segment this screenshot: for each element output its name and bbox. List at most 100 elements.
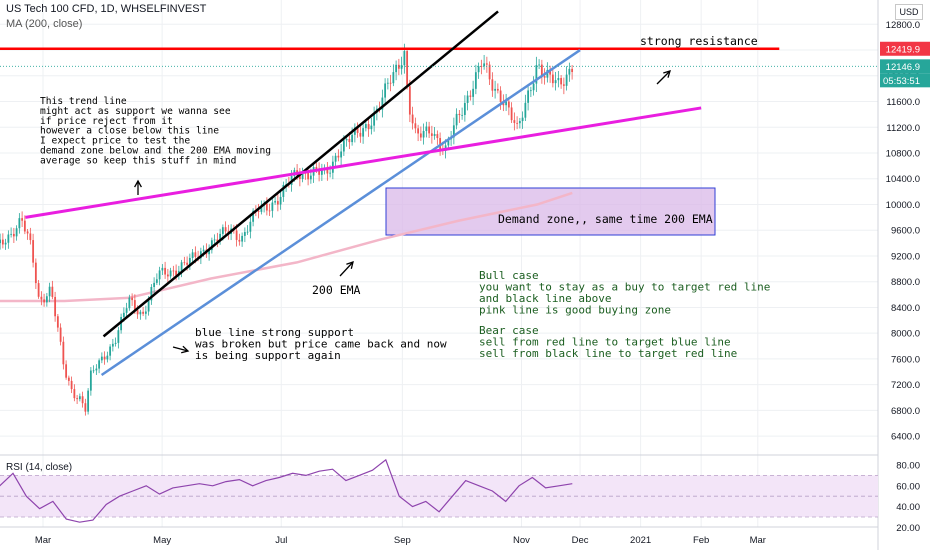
candle-body: [34, 262, 37, 284]
candle-body: [560, 78, 563, 85]
ema-label: 200 EMA: [312, 283, 361, 297]
candle-body: [1, 239, 4, 245]
candle-body: [373, 112, 376, 126]
candle-body: [73, 389, 76, 399]
candle-body: [188, 257, 191, 265]
time-tick-label: Jul: [275, 535, 287, 546]
candle-body: [403, 51, 406, 66]
candle-body: [307, 173, 310, 180]
candle-body: [395, 64, 398, 73]
candle-body: [414, 123, 417, 129]
candle-body: [447, 139, 450, 146]
candle-body: [180, 262, 183, 271]
candle-body: [191, 252, 194, 258]
price-marker-label: 12146.9: [886, 62, 920, 73]
candle-body: [40, 296, 43, 300]
candle-body: [557, 78, 560, 81]
candle-body: [320, 170, 323, 175]
candle-body: [0, 239, 2, 244]
price-marker-box: [880, 41, 930, 56]
candle-body: [103, 356, 106, 360]
candle-body: [466, 95, 469, 103]
candle-body: [51, 286, 54, 297]
bull-case-line: Bull case: [479, 269, 539, 282]
candle-body: [406, 51, 409, 87]
candle-body: [425, 126, 428, 131]
candle-body: [59, 327, 62, 342]
candle-body: [136, 310, 139, 315]
candle-body: [216, 239, 219, 242]
candle-body: [169, 270, 172, 277]
candle-body: [392, 72, 395, 84]
price-tick-label: 12800.0: [886, 20, 920, 31]
price-marker-box: [880, 73, 930, 88]
candle-body: [257, 210, 260, 212]
time-tick-label: Mar: [750, 535, 766, 546]
candle-body: [106, 355, 109, 360]
candle-body: [224, 227, 227, 232]
candle-body: [529, 90, 532, 92]
price-marker-label: 05:53:51: [883, 76, 920, 87]
blue-note-arrow-shaft: [172, 346, 189, 352]
candle-body: [142, 311, 145, 314]
candle-body: [400, 65, 403, 69]
price-tick-label: 6400.0: [891, 432, 920, 443]
candle-body: [271, 202, 274, 211]
candle-body: [155, 279, 158, 283]
up-right-arrow-head: [663, 70, 671, 78]
candle-body: [241, 235, 244, 242]
candle-body: [516, 122, 519, 124]
candle-body: [186, 262, 189, 265]
bull-case-line: you want to stay as a buy to target red …: [479, 281, 770, 294]
candle-body: [139, 311, 142, 315]
price-marker-label: 12419.9: [886, 44, 920, 55]
candle-body: [56, 316, 59, 328]
candle-body: [370, 125, 373, 130]
candle-body: [518, 121, 521, 124]
price-tick-label: 10800.0: [886, 149, 920, 160]
currency-button[interactable]: USD: [895, 4, 923, 20]
candle-body: [221, 227, 224, 234]
candle-body: [70, 380, 73, 390]
candle-body: [208, 250, 211, 255]
candle-body: [117, 330, 120, 343]
candle-body: [408, 86, 411, 115]
candle-body: [546, 69, 549, 78]
candle-body: [213, 239, 216, 241]
candle-body: [210, 240, 213, 251]
time-tick-label: Feb: [693, 535, 709, 546]
candle-body: [554, 80, 557, 84]
candle-body: [411, 114, 414, 124]
candle-body: [386, 82, 389, 84]
price-tick-label: 10000.0: [886, 200, 920, 211]
candle-body: [7, 234, 10, 243]
candle-body: [551, 74, 554, 84]
candle-body: [477, 66, 480, 73]
candle-body: [122, 312, 125, 317]
candle-body: [565, 74, 568, 86]
candle-body: [458, 113, 461, 116]
candle-body: [568, 68, 571, 75]
time-tick-label: 2021: [630, 535, 651, 546]
candle-body: [45, 296, 48, 303]
candle-body: [318, 169, 321, 175]
candle-body: [389, 82, 392, 84]
price-tick-label: 8800.0: [891, 277, 920, 288]
rsi-panel: 80.00 60.00 40.00 20.00: [0, 454, 920, 534]
rsi-tick-label: 60.00: [896, 481, 920, 492]
candle-body: [483, 63, 486, 67]
candle-body: [175, 270, 178, 276]
candle-body: [532, 83, 535, 91]
candle-body: [463, 102, 466, 115]
trend-note-line: might act as support we wanna see: [40, 106, 231, 117]
candle-body: [367, 124, 370, 130]
candle-body: [183, 262, 186, 264]
rsi-title: RSI (14, close): [6, 462, 73, 473]
candle-body: [356, 127, 359, 133]
candle-body: [326, 167, 329, 174]
rsi-tick-label: 80.00: [896, 461, 920, 472]
price-tick-label: 8400.0: [891, 303, 920, 314]
demand-zone-box: [385, 187, 716, 236]
candle-body: [109, 346, 112, 356]
